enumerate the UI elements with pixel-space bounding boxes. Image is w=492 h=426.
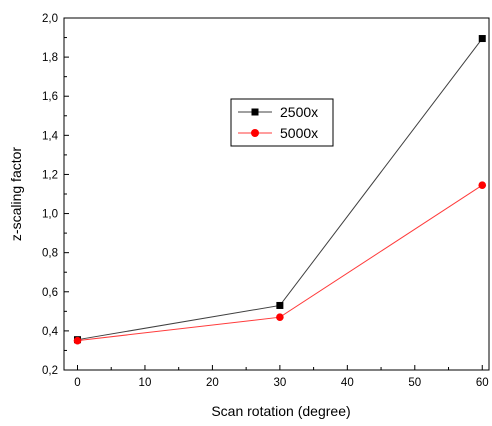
data-point-5000x (478, 181, 487, 189)
series-line-2500x (77, 38, 483, 341)
y-ticks: 0,2 0,4 0,6 0,8 1,0 1,2 1,4 1,6 1,8 2,0 (42, 13, 69, 377)
y-tick-label: 2,0 (42, 13, 58, 25)
x-tick-label: 50 (408, 377, 421, 389)
y-tick-label: 0,4 (42, 326, 59, 338)
y-tick-label: 1,4 (42, 130, 59, 142)
x-tick-label: 10 (139, 377, 152, 389)
y-tick-label: 0,2 (42, 365, 58, 377)
y-tick-label: 1,2 (42, 169, 58, 181)
legend-marker-5000x (251, 129, 259, 137)
data-point-5000x (276, 313, 284, 322)
series-layer (73, 35, 487, 345)
x-tick-label: 60 (476, 377, 489, 389)
y-tick-label: 0,8 (42, 248, 58, 260)
data-point-5000x (73, 336, 82, 345)
data-point-2500x (276, 301, 284, 309)
legend-label-5000x: 5000x (280, 125, 318, 141)
legend-box (230, 98, 334, 147)
y-tick-label: 1,6 (42, 91, 58, 103)
x-ticks: 0 10 20 30 40 50 60 (74, 365, 489, 389)
x-axis-title: Scan rotation (degree) (211, 403, 350, 419)
data-point-2500x (478, 35, 486, 43)
x-tick-label: 20 (206, 377, 219, 389)
legend-marker-2500x (251, 108, 259, 116)
y-tick-label: 0,6 (42, 287, 58, 299)
x-tick-label: 0 (74, 377, 80, 389)
x-tick-label: 30 (273, 377, 286, 389)
legend: 2500x 5000x (230, 98, 334, 147)
legend-label-2500x: 2500x (280, 104, 318, 120)
x-tick-label: 40 (341, 377, 354, 389)
y-axis-title: z-scaling factor (8, 147, 24, 241)
y-tick-label: 1,0 (42, 209, 58, 221)
y-tick-label: 1,8 (42, 52, 58, 64)
